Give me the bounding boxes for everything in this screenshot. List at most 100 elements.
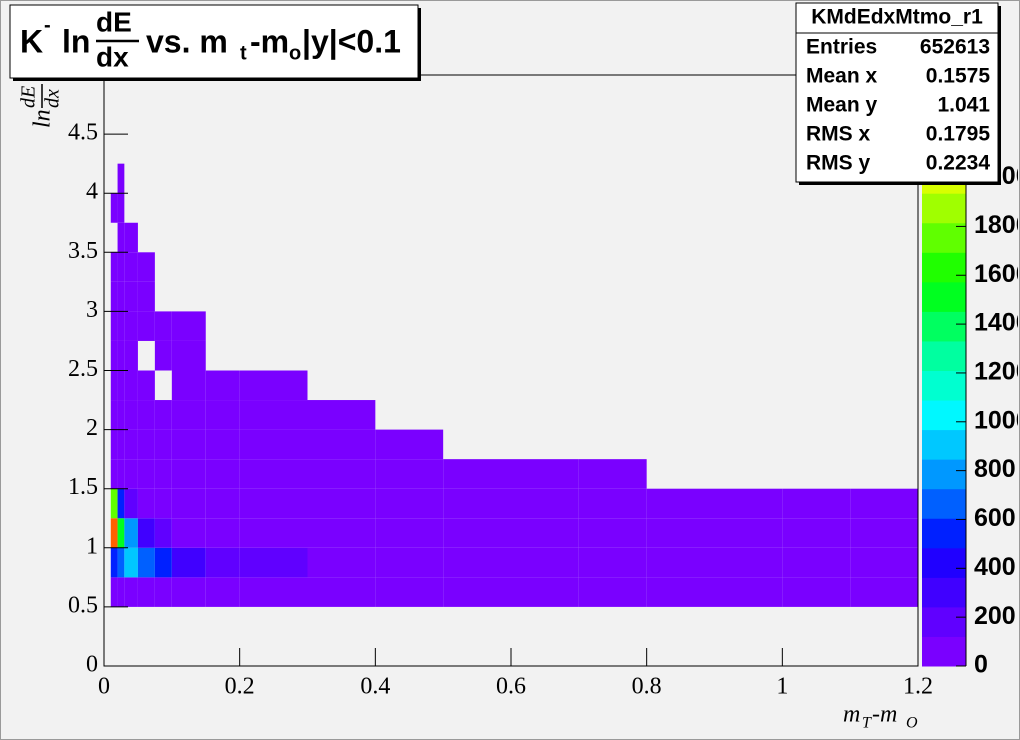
heatmap-cell — [646, 547, 715, 578]
heatmap-cell — [154, 488, 172, 519]
y-tick-label: 1 — [86, 533, 98, 559]
z-tick-label: 1800 — [974, 211, 1020, 239]
y-tick-label: 4 — [86, 179, 98, 205]
title-sub: t — [240, 42, 247, 64]
y-tick-label: 4.5 — [68, 120, 98, 146]
x-tick-label: 0.6 — [496, 674, 526, 700]
y-tick-label: 0 — [86, 652, 98, 678]
heatmap-cell — [137, 577, 155, 607]
heatmap-cell — [205, 429, 240, 460]
palette-box — [922, 518, 966, 549]
heatmap-cell — [154, 400, 172, 430]
y-tick-label: 0.5 — [68, 592, 98, 618]
palette-box — [922, 636, 966, 667]
stats-value: 652613 — [920, 36, 990, 59]
heatmap-cell — [239, 547, 308, 578]
heatmap-cell — [782, 518, 851, 548]
heatmap-cell — [110, 429, 118, 460]
x-tick-label: 1 — [776, 674, 788, 700]
y-title-num: dE — [18, 86, 40, 108]
stats-label: Entries — [806, 36, 877, 59]
heatmap-cell — [239, 518, 308, 548]
x-title-sub: O — [906, 715, 918, 732]
heatmap-cell — [124, 547, 138, 578]
heatmap-cell — [154, 311, 172, 341]
title-box: K - ln dE dx vs. m t -m o |y|<0.1 — [9, 4, 421, 81]
title-dash: -m — [250, 23, 289, 59]
heatmap-cell — [117, 311, 125, 341]
title-k: K — [20, 23, 43, 59]
heatmap-cell — [124, 577, 138, 607]
heatmap-cell — [646, 488, 715, 519]
x-tick-label: 0.2 — [225, 674, 255, 700]
palette-box — [922, 340, 966, 371]
heatmap-cell — [171, 577, 206, 607]
heatmap-cell — [171, 311, 206, 341]
palette-box — [922, 252, 966, 283]
y-tick-label: 2 — [86, 415, 98, 441]
title-rest: |y|<0.1 — [302, 23, 401, 59]
heatmap-cell — [110, 518, 118, 548]
heatmap-cell — [117, 370, 125, 401]
heatmap-cell — [124, 252, 138, 282]
heatmap-cell — [205, 518, 240, 548]
z-tick-label: 1000 — [974, 406, 1020, 434]
title-sup: - — [44, 14, 51, 36]
x-tick-label: 1.2 — [903, 674, 933, 700]
heatmap-cell — [124, 400, 138, 430]
heatmap-cell — [137, 400, 155, 430]
y-title-den: dx — [42, 89, 64, 108]
palette-box — [922, 577, 966, 608]
heatmap-cell — [137, 518, 155, 548]
heatmap-cell — [646, 577, 715, 607]
heatmap-cell — [239, 577, 308, 607]
heatmap-cell — [205, 488, 240, 519]
heatmap-cell — [154, 429, 172, 460]
palette-box — [922, 281, 966, 312]
palette-box — [922, 311, 966, 342]
heatmap-cell — [154, 547, 172, 578]
heatmap-cell — [578, 577, 647, 607]
heatmap-cell — [511, 518, 579, 548]
heatmap-cell — [117, 518, 125, 548]
title-den: dx — [96, 41, 129, 72]
heatmap-cell — [110, 547, 118, 578]
heatmap-cell — [171, 459, 206, 489]
heatmap-cell — [110, 400, 118, 430]
heatmap-cell — [714, 577, 783, 607]
title-ln: ln — [62, 23, 90, 59]
y-axis-title: ln dE dx — [18, 84, 64, 128]
x-tick-label: 0 — [98, 674, 110, 700]
heatmap-cell — [110, 340, 118, 371]
z-tick-label: 1600 — [974, 260, 1020, 288]
heatmap-cell — [154, 518, 172, 548]
y-tick-label: 1.5 — [68, 474, 98, 500]
heatmap-cell — [375, 547, 444, 578]
heatmap-cell — [375, 429, 444, 460]
heatmap-cell — [124, 340, 138, 371]
palette-box — [922, 547, 966, 578]
heatmap-cell — [443, 518, 511, 548]
z-tick-label: 800 — [974, 455, 1016, 483]
heatmap-cell — [307, 518, 376, 548]
heatmap-cell — [117, 281, 125, 312]
heatmap-cell — [124, 311, 138, 341]
heatmap-cell — [124, 222, 138, 253]
heatmap-cell — [124, 488, 138, 519]
heatmap-cell — [110, 459, 118, 489]
heatmap-cell — [443, 577, 511, 607]
heatmap-cell — [117, 488, 125, 519]
stats-box: KMdEdxMtmo_r1 Entries 652613 Mean x 0.1575 M… — [795, 2, 1001, 185]
heatmap-cell — [137, 547, 155, 578]
heatmap-cell — [443, 547, 511, 578]
heatmap-cell — [646, 518, 715, 548]
palette-box — [922, 370, 966, 401]
heatmap-cell — [850, 547, 918, 578]
z-tick-label: 400 — [974, 553, 1016, 581]
heatmap-cell — [782, 488, 851, 519]
y-tick-label: 3.5 — [68, 238, 98, 264]
heatmap-cell — [124, 518, 138, 548]
x-tick-label: 0.4 — [360, 674, 390, 700]
heatmap-cell — [443, 459, 511, 489]
